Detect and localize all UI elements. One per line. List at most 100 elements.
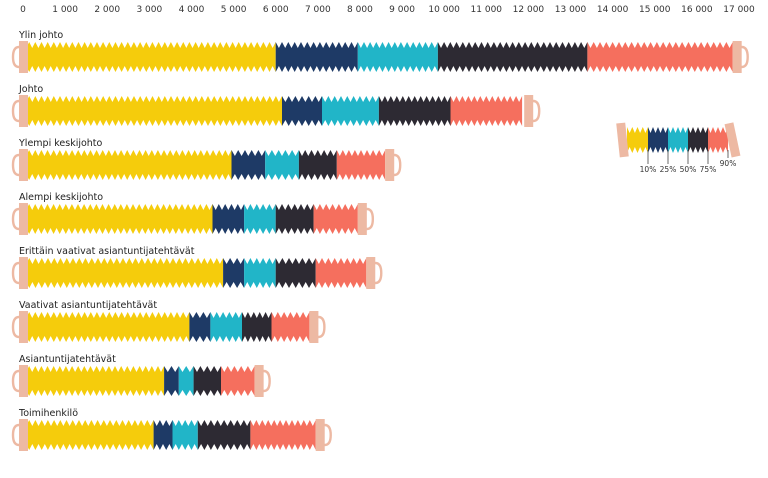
category-label: Ylempi keskijohto <box>18 138 103 149</box>
bar-row: Toimihenkilö <box>11 408 332 451</box>
x-tick-label: 10 000 <box>428 5 460 15</box>
segment-50-75 <box>242 312 272 342</box>
segment-10-25 <box>153 420 173 450</box>
segment-25-50 <box>172 420 198 450</box>
right-cap <box>366 257 376 289</box>
segment-25-50 <box>357 42 438 72</box>
x-tick-label: 16 000 <box>681 5 713 15</box>
segment-25-50 <box>210 312 242 342</box>
legend-swatch <box>668 127 688 153</box>
segment-75-90 <box>271 312 310 342</box>
legend-label: 75% <box>700 165 717 174</box>
segment-50-75 <box>193 366 221 396</box>
left-cap-handle <box>11 207 21 231</box>
segment-50-75 <box>437 42 588 72</box>
bar-row: Asiantuntijatehtävät <box>11 354 271 397</box>
legend-swatch <box>648 127 668 153</box>
segment-50-75 <box>298 150 337 180</box>
bar-row: Vaativat asiantuntijatehtävät <box>11 300 326 343</box>
left-cap <box>19 95 28 127</box>
x-tick-label: 15 000 <box>639 5 671 15</box>
left-cap-handle <box>11 423 21 447</box>
right-cap <box>309 311 319 343</box>
segment-75-90 <box>336 150 386 180</box>
legend-swatch <box>627 127 648 153</box>
legend-label: 25% <box>660 165 677 174</box>
segment-10-25 <box>275 42 358 72</box>
segment-75-90 <box>450 96 523 126</box>
category-label: Toimihenkilö <box>18 408 78 419</box>
legend-right-cap <box>724 122 741 158</box>
right-cap <box>385 149 395 181</box>
right-cap-handle <box>323 423 332 447</box>
segment-75-90 <box>315 258 367 288</box>
bar-row: Johto <box>11 84 541 127</box>
right-cap-handle <box>374 261 383 285</box>
x-axis: 0 1 000 2 000 3 000 4 000 5 000 6 000 7 000 8 00… <box>20 5 755 15</box>
legend-swatch <box>688 127 708 153</box>
segment-75-90 <box>221 366 255 396</box>
bar-row: Ylempi keskijohto <box>11 138 402 181</box>
segment-25-50 <box>322 96 379 126</box>
bar-row: Erittäin vaativat asiantuntijatehtävät <box>11 246 383 289</box>
legend-label: 10% <box>640 165 657 174</box>
left-cap <box>19 203 28 235</box>
segment-10-25 <box>223 258 245 288</box>
legend-label: 50% <box>680 165 697 174</box>
left-cap <box>19 419 28 451</box>
x-tick-label: 5 000 <box>221 5 247 15</box>
x-tick-label: 12 000 <box>513 5 545 15</box>
segment-below-10 <box>23 258 224 288</box>
right-cap <box>732 41 742 73</box>
category-label: Asiantuntijatehtävät <box>19 354 116 365</box>
segment-below-10 <box>23 420 154 450</box>
segment-25-50 <box>244 204 276 234</box>
left-cap <box>19 257 28 289</box>
segment-10-25 <box>282 96 322 126</box>
segment-below-10 <box>23 96 282 126</box>
segment-10-25 <box>164 366 179 396</box>
category-label: Erittäin vaativat asiantuntijatehtävät <box>19 246 195 257</box>
category-label: Alempi keskijohto <box>19 192 103 203</box>
right-cap <box>254 365 264 397</box>
legend-swatch <box>708 127 728 153</box>
x-tick-label: 2 000 <box>94 5 120 15</box>
category-label: Vaativat asiantuntijatehtävät <box>19 300 157 311</box>
left-cap <box>19 149 28 181</box>
x-tick-label: 14 000 <box>597 5 629 15</box>
segment-50-75 <box>197 420 251 450</box>
segment-50-75 <box>275 204 314 234</box>
x-tick-label: 11 000 <box>471 5 503 15</box>
segment-10-25 <box>212 204 245 234</box>
left-cap-handle <box>11 45 21 69</box>
x-tick-label: 7 000 <box>305 5 331 15</box>
segment-75-90 <box>587 42 733 72</box>
right-cap <box>315 419 325 451</box>
segment-below-10 <box>23 150 232 180</box>
x-tick-label: 17 000 <box>723 5 755 15</box>
x-tick-label: 4 000 <box>179 5 205 15</box>
segment-25-50 <box>265 150 299 180</box>
x-tick-label: 8 000 <box>347 5 373 15</box>
legend-label: 90% <box>720 159 737 168</box>
right-cap-handle <box>393 153 402 177</box>
right-cap-handle <box>365 207 375 231</box>
bar-row: Ylin johto <box>11 30 749 73</box>
segment-25-50 <box>244 258 276 288</box>
right-cap-handle <box>262 369 271 393</box>
segment-50-75 <box>378 96 451 126</box>
segment-75-90 <box>250 420 316 450</box>
right-cap-handle <box>317 315 326 339</box>
segment-below-10 <box>23 42 276 72</box>
left-cap <box>19 311 28 343</box>
segment-below-10 <box>23 366 165 396</box>
left-cap <box>19 41 28 73</box>
x-tick-label: 13 000 <box>555 5 587 15</box>
bar-row: Alempi keskijohto <box>11 192 375 235</box>
legend: 10% 25% 50% 75%90% <box>616 122 741 174</box>
left-cap-handle <box>11 369 21 393</box>
category-label: Johto <box>18 84 43 95</box>
right-cap-handle <box>532 99 541 123</box>
left-cap-handle <box>11 99 21 123</box>
